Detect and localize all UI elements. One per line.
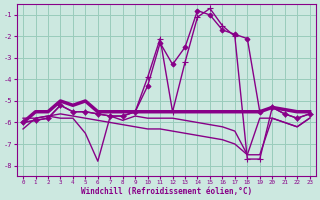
X-axis label: Windchill (Refroidissement éolien,°C): Windchill (Refroidissement éolien,°C) xyxy=(81,187,252,196)
